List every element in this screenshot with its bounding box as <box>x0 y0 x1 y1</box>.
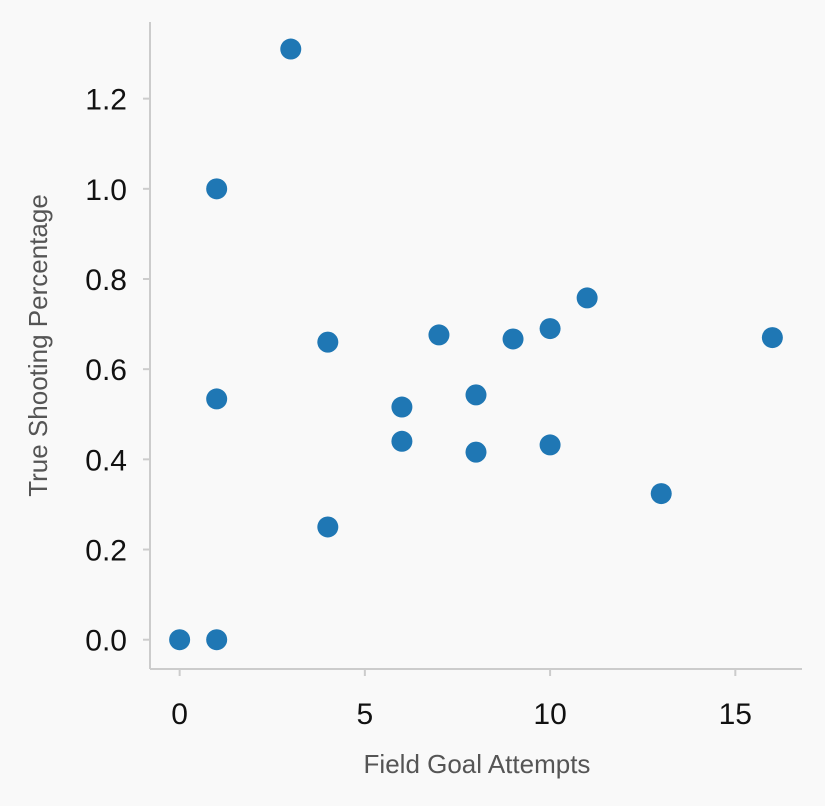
data-point <box>761 327 783 349</box>
data-point <box>428 324 450 346</box>
data-point <box>502 328 524 350</box>
data-point <box>169 629 191 651</box>
data-point <box>576 287 598 309</box>
axes <box>143 22 802 676</box>
y-axis-title: True Shooting Percentage <box>23 194 53 497</box>
tick-labels: 0 5 10 15 0.0 0.2 0.4 0.6 0.8 1.0 1.2 <box>85 84 752 731</box>
data-point <box>465 384 487 406</box>
data-point <box>317 331 339 353</box>
x-axis-title: Field Goal Attempts <box>364 749 591 779</box>
y-tick-label: 0.0 <box>85 625 127 658</box>
data-points <box>169 38 783 651</box>
data-point <box>280 38 302 60</box>
y-tick-label: 0.8 <box>85 264 127 297</box>
y-tick-label: 0.2 <box>85 535 127 568</box>
y-tick-label: 0.4 <box>85 444 127 477</box>
y-tick-label: 1.2 <box>85 84 127 117</box>
data-point <box>206 629 228 651</box>
y-tick-label: 0.6 <box>85 354 127 387</box>
data-point <box>206 388 228 410</box>
x-tick-label: 10 <box>533 698 566 731</box>
data-point <box>391 430 413 452</box>
data-point <box>539 318 561 340</box>
data-point <box>650 483 672 505</box>
x-tick-label: 0 <box>171 698 188 731</box>
data-point <box>206 178 228 200</box>
data-point <box>539 434 561 456</box>
data-point <box>317 516 339 538</box>
x-tick-label: 15 <box>719 698 752 731</box>
x-tick-label: 5 <box>357 698 374 731</box>
data-point <box>391 396 413 418</box>
data-point <box>465 441 487 463</box>
y-tick-label: 1.0 <box>85 174 127 207</box>
